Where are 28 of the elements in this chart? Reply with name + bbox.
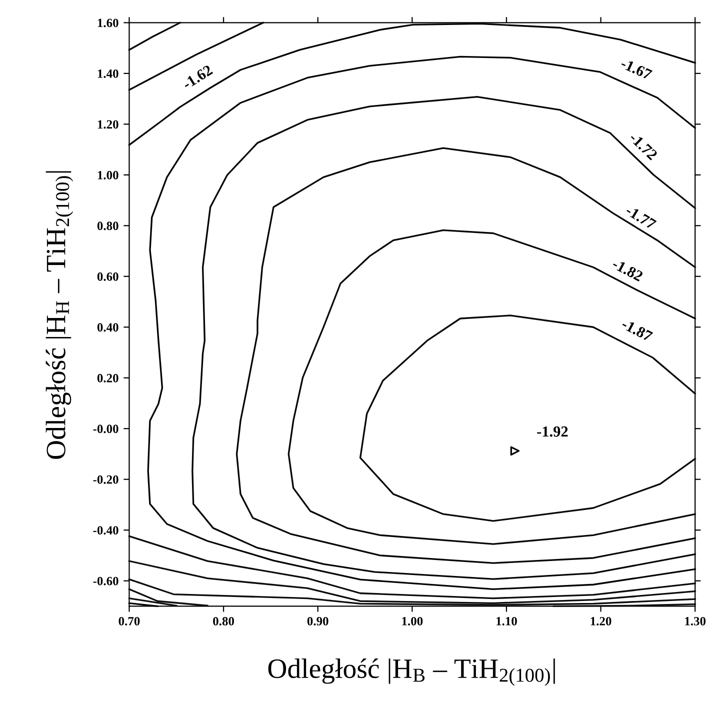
x-tick-label: 0.90 bbox=[307, 616, 328, 626]
y-tick-label: 1.00 bbox=[98, 170, 118, 180]
y-tick-label: 1.60 bbox=[98, 18, 118, 28]
y-tick-label: 0.80 bbox=[97, 222, 118, 230]
y-tick-label: -0.60 bbox=[93, 576, 118, 586]
annotation: -1.82 bbox=[612, 258, 644, 282]
x-tick-label: 0.80 bbox=[213, 616, 234, 626]
y-tick-label: -0.20 bbox=[93, 475, 118, 484]
x-tick-label: 0.70 bbox=[118, 616, 140, 626]
y-tick-label: 0.40 bbox=[97, 323, 118, 332]
y-tick-label: 1.20 bbox=[98, 120, 118, 129]
x-tick-label: 1.30 bbox=[685, 616, 706, 626]
x-tick-label: 1.00 bbox=[402, 616, 423, 626]
annotation: -1.72 bbox=[628, 132, 658, 161]
y-tick-label: 0.60 bbox=[97, 272, 118, 281]
annotation: -1.67 bbox=[620, 58, 653, 80]
x-tick-label: 1.20 bbox=[590, 616, 612, 626]
annotation: -1.62 bbox=[182, 64, 214, 90]
y-axis-title: Odległość |H$_{H}$ – TiH$_{2(100)}$| bbox=[46, 171, 74, 459]
annotation: -1.77 bbox=[624, 204, 657, 230]
y-tick-label: 0.20 bbox=[97, 374, 118, 382]
annotation: -1.92 bbox=[537, 426, 568, 437]
y-tick-label: -0.40 bbox=[93, 526, 118, 535]
y-tick-label: 1.40 bbox=[98, 69, 118, 78]
annotation: -1.87 bbox=[620, 318, 654, 342]
x-axis-title: Odległość |H$_{B}$ – TiH$_{2(100)}$| bbox=[268, 658, 555, 686]
y-tick-label: -0.00 bbox=[93, 424, 118, 434]
x-tick-label: 1.10 bbox=[496, 616, 517, 626]
